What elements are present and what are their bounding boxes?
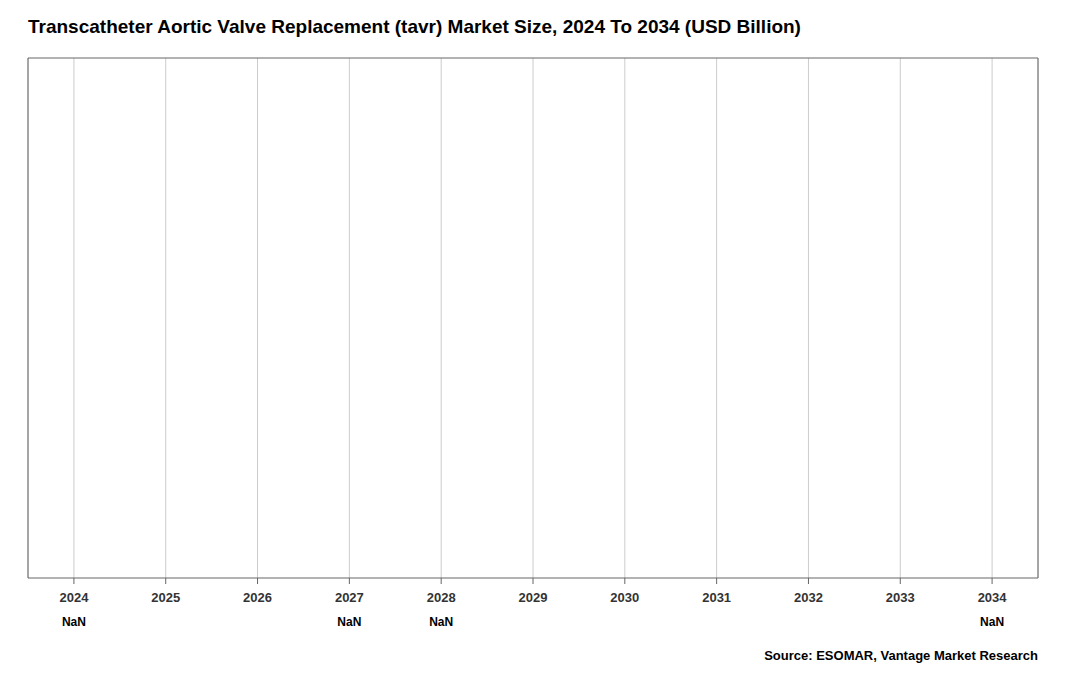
svg-text:2031: 2031 bbox=[702, 590, 731, 605]
svg-text:2034: 2034 bbox=[978, 590, 1008, 605]
svg-text:2027: 2027 bbox=[335, 590, 364, 605]
svg-text:2029: 2029 bbox=[519, 590, 548, 605]
svg-text:NaN: NaN bbox=[980, 615, 1004, 629]
svg-text:NaN: NaN bbox=[62, 615, 86, 629]
svg-text:2032: 2032 bbox=[794, 590, 823, 605]
svg-text:2028: 2028 bbox=[427, 590, 456, 605]
html-text:Source: ESOMAR, Vantage Market: Source: ESOMAR, Vantage Market Research bbox=[764, 648, 1038, 663]
svg-text:NaN: NaN bbox=[429, 615, 453, 629]
svg-text:2030: 2030 bbox=[610, 590, 639, 605]
svg-text:2024: 2024 bbox=[59, 590, 89, 605]
svg-text:2033: 2033 bbox=[886, 590, 915, 605]
svg-text:NaN: NaN bbox=[337, 615, 361, 629]
html-text:Transcatheter Aortic Valve Rep: Transcatheter Aortic Valve Replacement (… bbox=[28, 16, 801, 37]
svg-text:2026: 2026 bbox=[243, 590, 272, 605]
svg-text:2025: 2025 bbox=[151, 590, 180, 605]
